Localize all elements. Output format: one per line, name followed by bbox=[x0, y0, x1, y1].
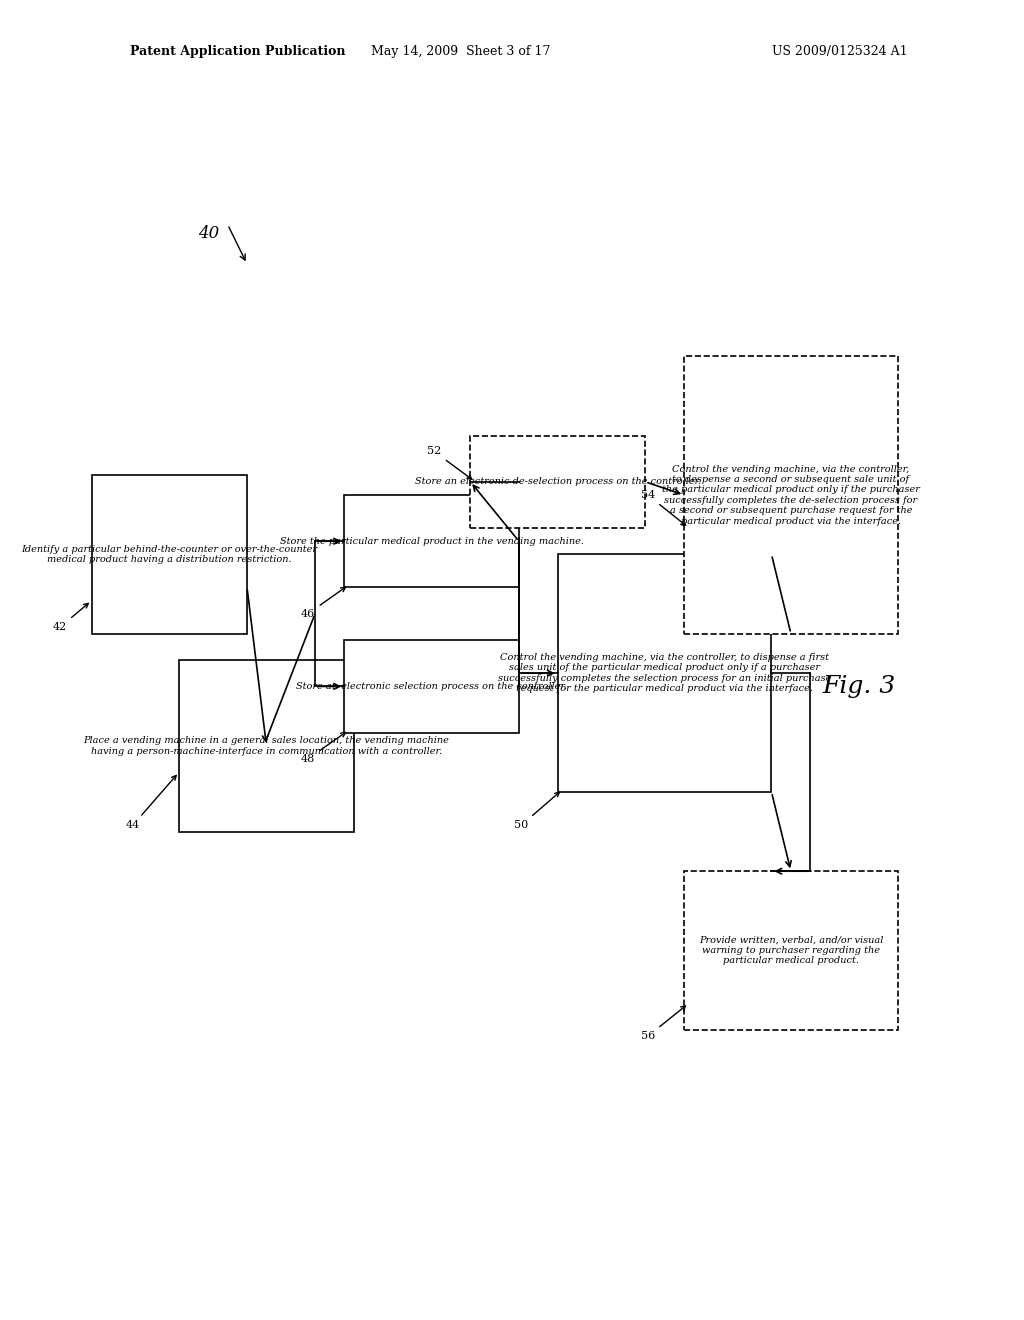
Text: 56: 56 bbox=[641, 1006, 685, 1041]
Text: Identify a particular behind-the-counter or over-the-counter
medical product hav: Identify a particular behind-the-counter… bbox=[22, 545, 317, 564]
Text: Control the vending machine, via the controller,
to despense a second or subsequ: Control the vending machine, via the con… bbox=[662, 465, 920, 525]
FancyBboxPatch shape bbox=[344, 495, 519, 587]
FancyBboxPatch shape bbox=[91, 475, 247, 634]
FancyBboxPatch shape bbox=[470, 436, 645, 528]
Text: US 2009/0125324 A1: US 2009/0125324 A1 bbox=[772, 45, 907, 58]
Text: 48: 48 bbox=[301, 733, 345, 764]
Text: 40: 40 bbox=[199, 224, 220, 242]
Text: Place a vending machine in a general sales location, the vending machine
having : Place a vending machine in a general sal… bbox=[84, 737, 450, 755]
Text: Store the particular medical product in the vending machine.: Store the particular medical product in … bbox=[280, 537, 584, 545]
Text: 50: 50 bbox=[514, 792, 559, 830]
Text: Control the vending machine, via the controller, to dispense a first
sales unit : Control the vending machine, via the con… bbox=[498, 653, 831, 693]
FancyBboxPatch shape bbox=[179, 660, 354, 832]
Text: Store an electronic selection process on the controller.: Store an electronic selection process on… bbox=[296, 682, 567, 690]
FancyBboxPatch shape bbox=[344, 640, 519, 733]
Text: May 14, 2009  Sheet 3 of 17: May 14, 2009 Sheet 3 of 17 bbox=[371, 45, 550, 58]
FancyBboxPatch shape bbox=[684, 871, 898, 1030]
Text: 52: 52 bbox=[427, 446, 472, 479]
FancyBboxPatch shape bbox=[558, 554, 771, 792]
Text: 46: 46 bbox=[301, 587, 345, 619]
Text: Fig. 3: Fig. 3 bbox=[822, 675, 896, 698]
Text: 42: 42 bbox=[53, 603, 88, 632]
Text: Provide written, verbal, and/or visual
warning to purchaser regarding the
partic: Provide written, verbal, and/or visual w… bbox=[698, 936, 883, 965]
FancyBboxPatch shape bbox=[684, 356, 898, 634]
Text: 44: 44 bbox=[126, 775, 176, 830]
Text: 54: 54 bbox=[641, 490, 685, 525]
Text: Patent Application Publication: Patent Application Publication bbox=[130, 45, 346, 58]
Text: Store an electronic de-selection process on the controller.: Store an electronic de-selection process… bbox=[415, 478, 701, 486]
